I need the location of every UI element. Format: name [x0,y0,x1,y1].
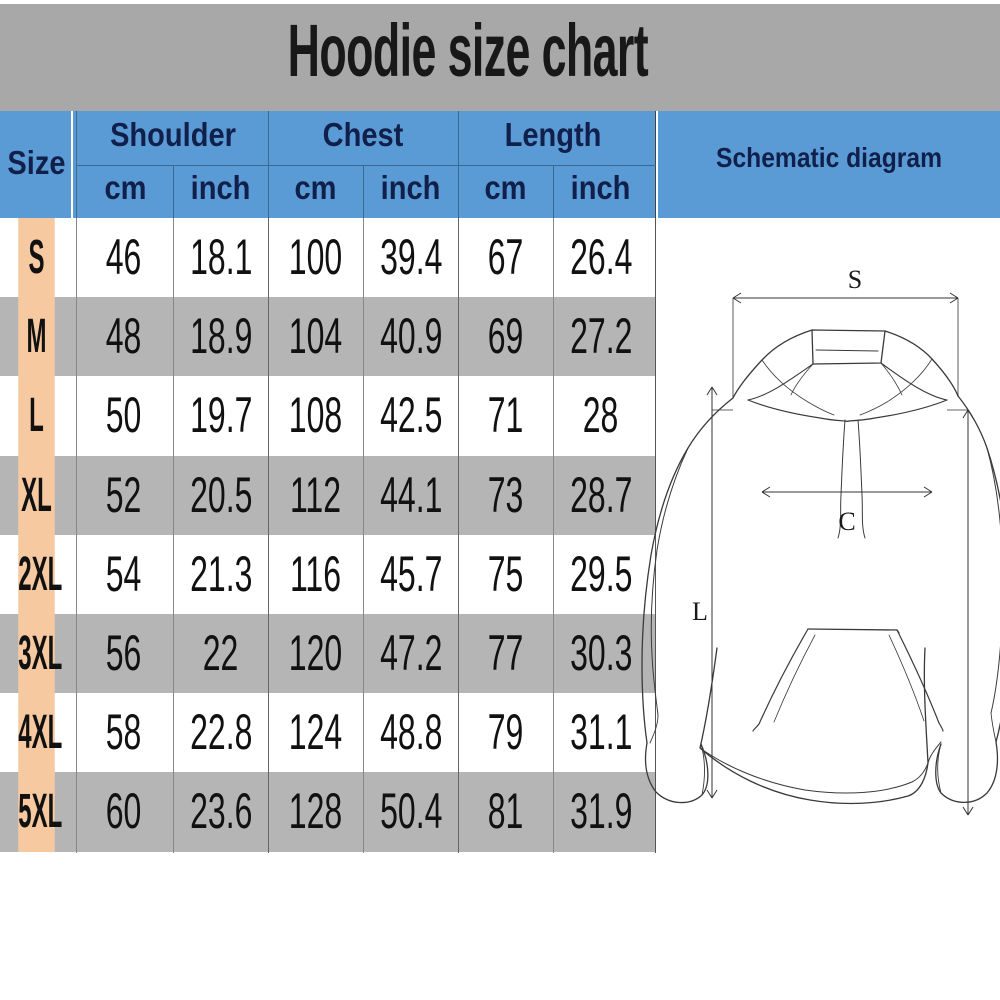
svg-text:L: L [692,597,708,626]
svg-text:C: C [838,507,855,536]
svg-text:S: S [848,265,862,294]
